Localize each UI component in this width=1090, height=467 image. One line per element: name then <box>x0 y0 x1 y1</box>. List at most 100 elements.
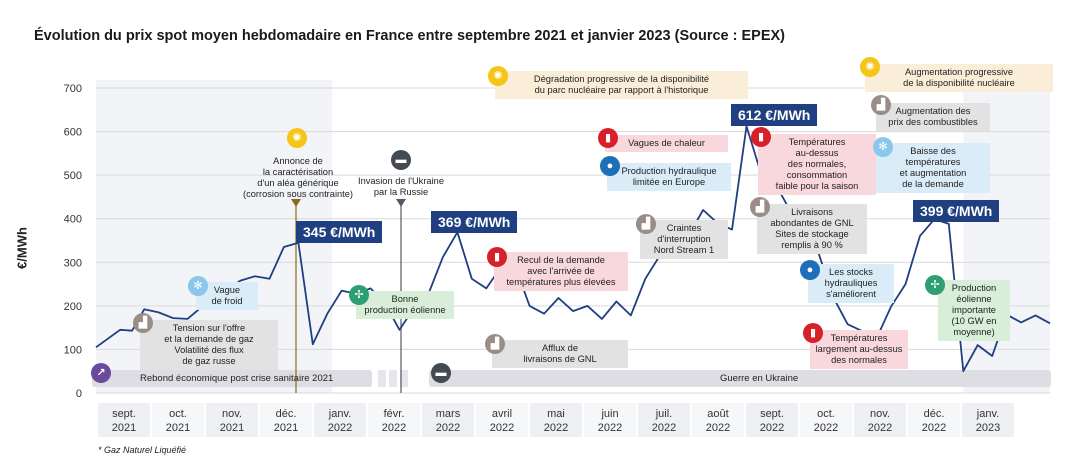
price-line <box>95 125 1051 373</box>
note-augmentation-combustibles: Augmentation des prix des combustibles <box>876 103 990 131</box>
gas-plant-icon-5: ▟ <box>871 95 891 115</box>
x-tick-month: mai <box>547 408 565 420</box>
band-label-rebond: Rebond économique post crise sanitaire 2… <box>140 373 334 384</box>
x-tick-year: 2022 <box>814 422 838 434</box>
x-tick-year: 2022 <box>598 422 622 434</box>
x-tick-year: 2022 <box>760 422 784 434</box>
band-label-guerre: Guerre en Ukraine <box>720 373 799 384</box>
note-baisse-temperatures: Baisse des températures et augmentation … <box>876 143 990 193</box>
x-tick-month: janv. <box>328 408 351 420</box>
x-tick-month: janv. <box>976 408 999 420</box>
x-tick-year: 2021 <box>220 422 244 434</box>
month-cell <box>638 403 690 437</box>
x-tick-month: avril <box>492 408 512 420</box>
note-annonce-alea: Annonce de la caractérisation d'un aléa … <box>242 156 354 199</box>
month-cell <box>314 403 366 437</box>
x-tick-month: juil. <box>655 408 673 420</box>
x-tick-month: févr. <box>384 408 405 420</box>
y-tick-label: 500 <box>64 170 82 182</box>
band-rebond-fade <box>389 370 397 387</box>
snowflake-icon: ✻ <box>188 276 208 296</box>
water-drop-icon: ● <box>600 156 620 176</box>
x-tick-month: nov. <box>222 408 242 420</box>
month-cell <box>260 403 312 437</box>
y-tick-label: 600 <box>64 127 82 139</box>
note-recul-demande: Recul de la demande avec l'arrivée de te… <box>494 252 628 291</box>
tank-icon: ▬ <box>391 150 411 170</box>
note-invasion-ukraine: Invasion de l'Ukraine par la Russie <box>357 176 444 197</box>
thermometer-icon: ▮ <box>487 247 507 267</box>
month-cell <box>368 403 420 437</box>
vline-invasion-marker <box>396 199 406 207</box>
nuclear-icon: ✺ <box>287 128 307 148</box>
footnote: * Gaz Naturel Liquéfié <box>98 445 187 455</box>
band-guerre <box>429 370 1051 387</box>
x-tick-year: 2022 <box>436 422 460 434</box>
month-cell <box>584 403 636 437</box>
month-cell <box>206 403 258 437</box>
x-tick-month: sept. <box>760 408 784 420</box>
water-drop-icon-2: ● <box>800 260 820 280</box>
y-tick-label: 400 <box>64 214 82 226</box>
month-cell <box>152 403 204 437</box>
month-cell <box>98 403 150 437</box>
x-tick-year: 2022 <box>382 422 406 434</box>
chart-title: Évolution du prix spot moyen hebdomadair… <box>34 28 786 44</box>
month-cell <box>422 403 474 437</box>
x-tick-year: 2021 <box>166 422 190 434</box>
wind-turbine-icon: ✢ <box>349 285 369 305</box>
snowflake-icon-2: ✻ <box>873 137 893 157</box>
note-afflux-gnl: Afflux de livraisons de GNL <box>492 340 628 368</box>
x-tick-month: oct. <box>169 408 187 420</box>
band-rebond-fade <box>378 370 386 387</box>
x-tick-month: nov. <box>870 408 890 420</box>
gas-plant-icon-2: ▟ <box>485 334 505 354</box>
nuclear-icon-3: ✺ <box>860 57 880 77</box>
note-augmentation-nucleaire: Augmentation progressive de la disponibi… <box>865 64 1053 92</box>
month-cell <box>908 403 960 437</box>
x-tick-year: 2022 <box>328 422 352 434</box>
y-tick-label: 300 <box>64 257 82 269</box>
month-cell <box>530 403 582 437</box>
note-tension-gaz: Tension sur l'offre et la demande de gaz… <box>140 320 278 370</box>
band-rebond-fade <box>400 370 408 387</box>
price-badge-399: 399 €/MWh <box>913 200 1000 222</box>
note-temperatures-dessus: Températures au-dessus des normales, con… <box>758 134 876 195</box>
note-livraisons-gnl: Livraisons abondantes de GNL Sites de st… <box>757 204 867 254</box>
note-bonne-production-eolienne: Bonne production éolienne <box>356 291 454 319</box>
month-cell <box>692 403 744 437</box>
thermometer-icon-3: ▮ <box>751 127 771 147</box>
band-rebond <box>92 370 372 387</box>
x-tick-year: 2023 <box>976 422 1000 434</box>
x-tick-year: 2022 <box>544 422 568 434</box>
tank-icon-2: ▬ <box>431 363 451 383</box>
note-production-hydraulique: Production hydraulique limitée en Europe <box>607 163 731 191</box>
thermometer-icon-2: ▮ <box>598 128 618 148</box>
month-cell <box>854 403 906 437</box>
month-cell <box>800 403 852 437</box>
gas-plant-icon: ▟ <box>133 313 153 333</box>
x-tick-month: août <box>707 408 728 420</box>
note-degradation-nucleaire: Dégradation progressive de la disponibil… <box>495 71 748 99</box>
x-tick-month: juin <box>600 408 618 420</box>
x-tick-month: oct. <box>817 408 835 420</box>
thermometer-icon-4: ▮ <box>803 323 823 343</box>
x-tick-year: 2021 <box>274 422 298 434</box>
y-tick-label: 0 <box>76 388 82 400</box>
x-tick-year: 2022 <box>490 422 514 434</box>
note-production-eolienne-importante: Production éolienne importante (10 GW en… <box>938 280 1010 341</box>
gas-plant-icon-3: ▟ <box>636 214 656 234</box>
y-tick-label: 100 <box>64 344 82 356</box>
note-vagues-chaleur: Vagues de chaleur <box>605 135 728 152</box>
price-badge-345: 345 €/MWh <box>296 221 383 243</box>
nuclear-icon-2: ✺ <box>488 66 508 86</box>
x-tick-month: mars <box>436 408 461 420</box>
x-tick-year: 2022 <box>868 422 892 434</box>
x-tick-year: 2022 <box>706 422 730 434</box>
x-tick-year: 2022 <box>652 422 676 434</box>
economic-growth-icon: ↗ <box>91 363 111 383</box>
x-tick-month: déc. <box>924 408 945 420</box>
month-cell <box>476 403 528 437</box>
note-stocks-hydrauliques: Les stocks hydrauliques s'améliorent <box>808 264 894 303</box>
x-tick-month: sept. <box>112 408 136 420</box>
